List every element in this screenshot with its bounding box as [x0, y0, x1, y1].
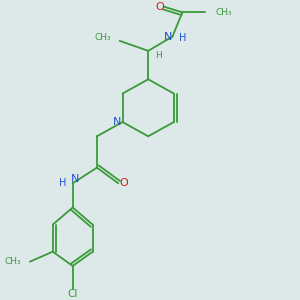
- Text: Cl: Cl: [68, 290, 78, 299]
- Text: CH₃: CH₃: [94, 34, 111, 43]
- Text: O: O: [120, 178, 128, 188]
- Text: N: N: [164, 32, 172, 42]
- Text: H: H: [59, 178, 66, 188]
- Text: CH₃: CH₃: [215, 8, 232, 17]
- Text: CH₃: CH₃: [5, 257, 21, 266]
- Text: N: N: [113, 117, 121, 127]
- Text: H: H: [155, 51, 161, 60]
- Text: H: H: [179, 33, 186, 43]
- Text: O: O: [155, 2, 164, 12]
- Text: N: N: [71, 174, 80, 184]
